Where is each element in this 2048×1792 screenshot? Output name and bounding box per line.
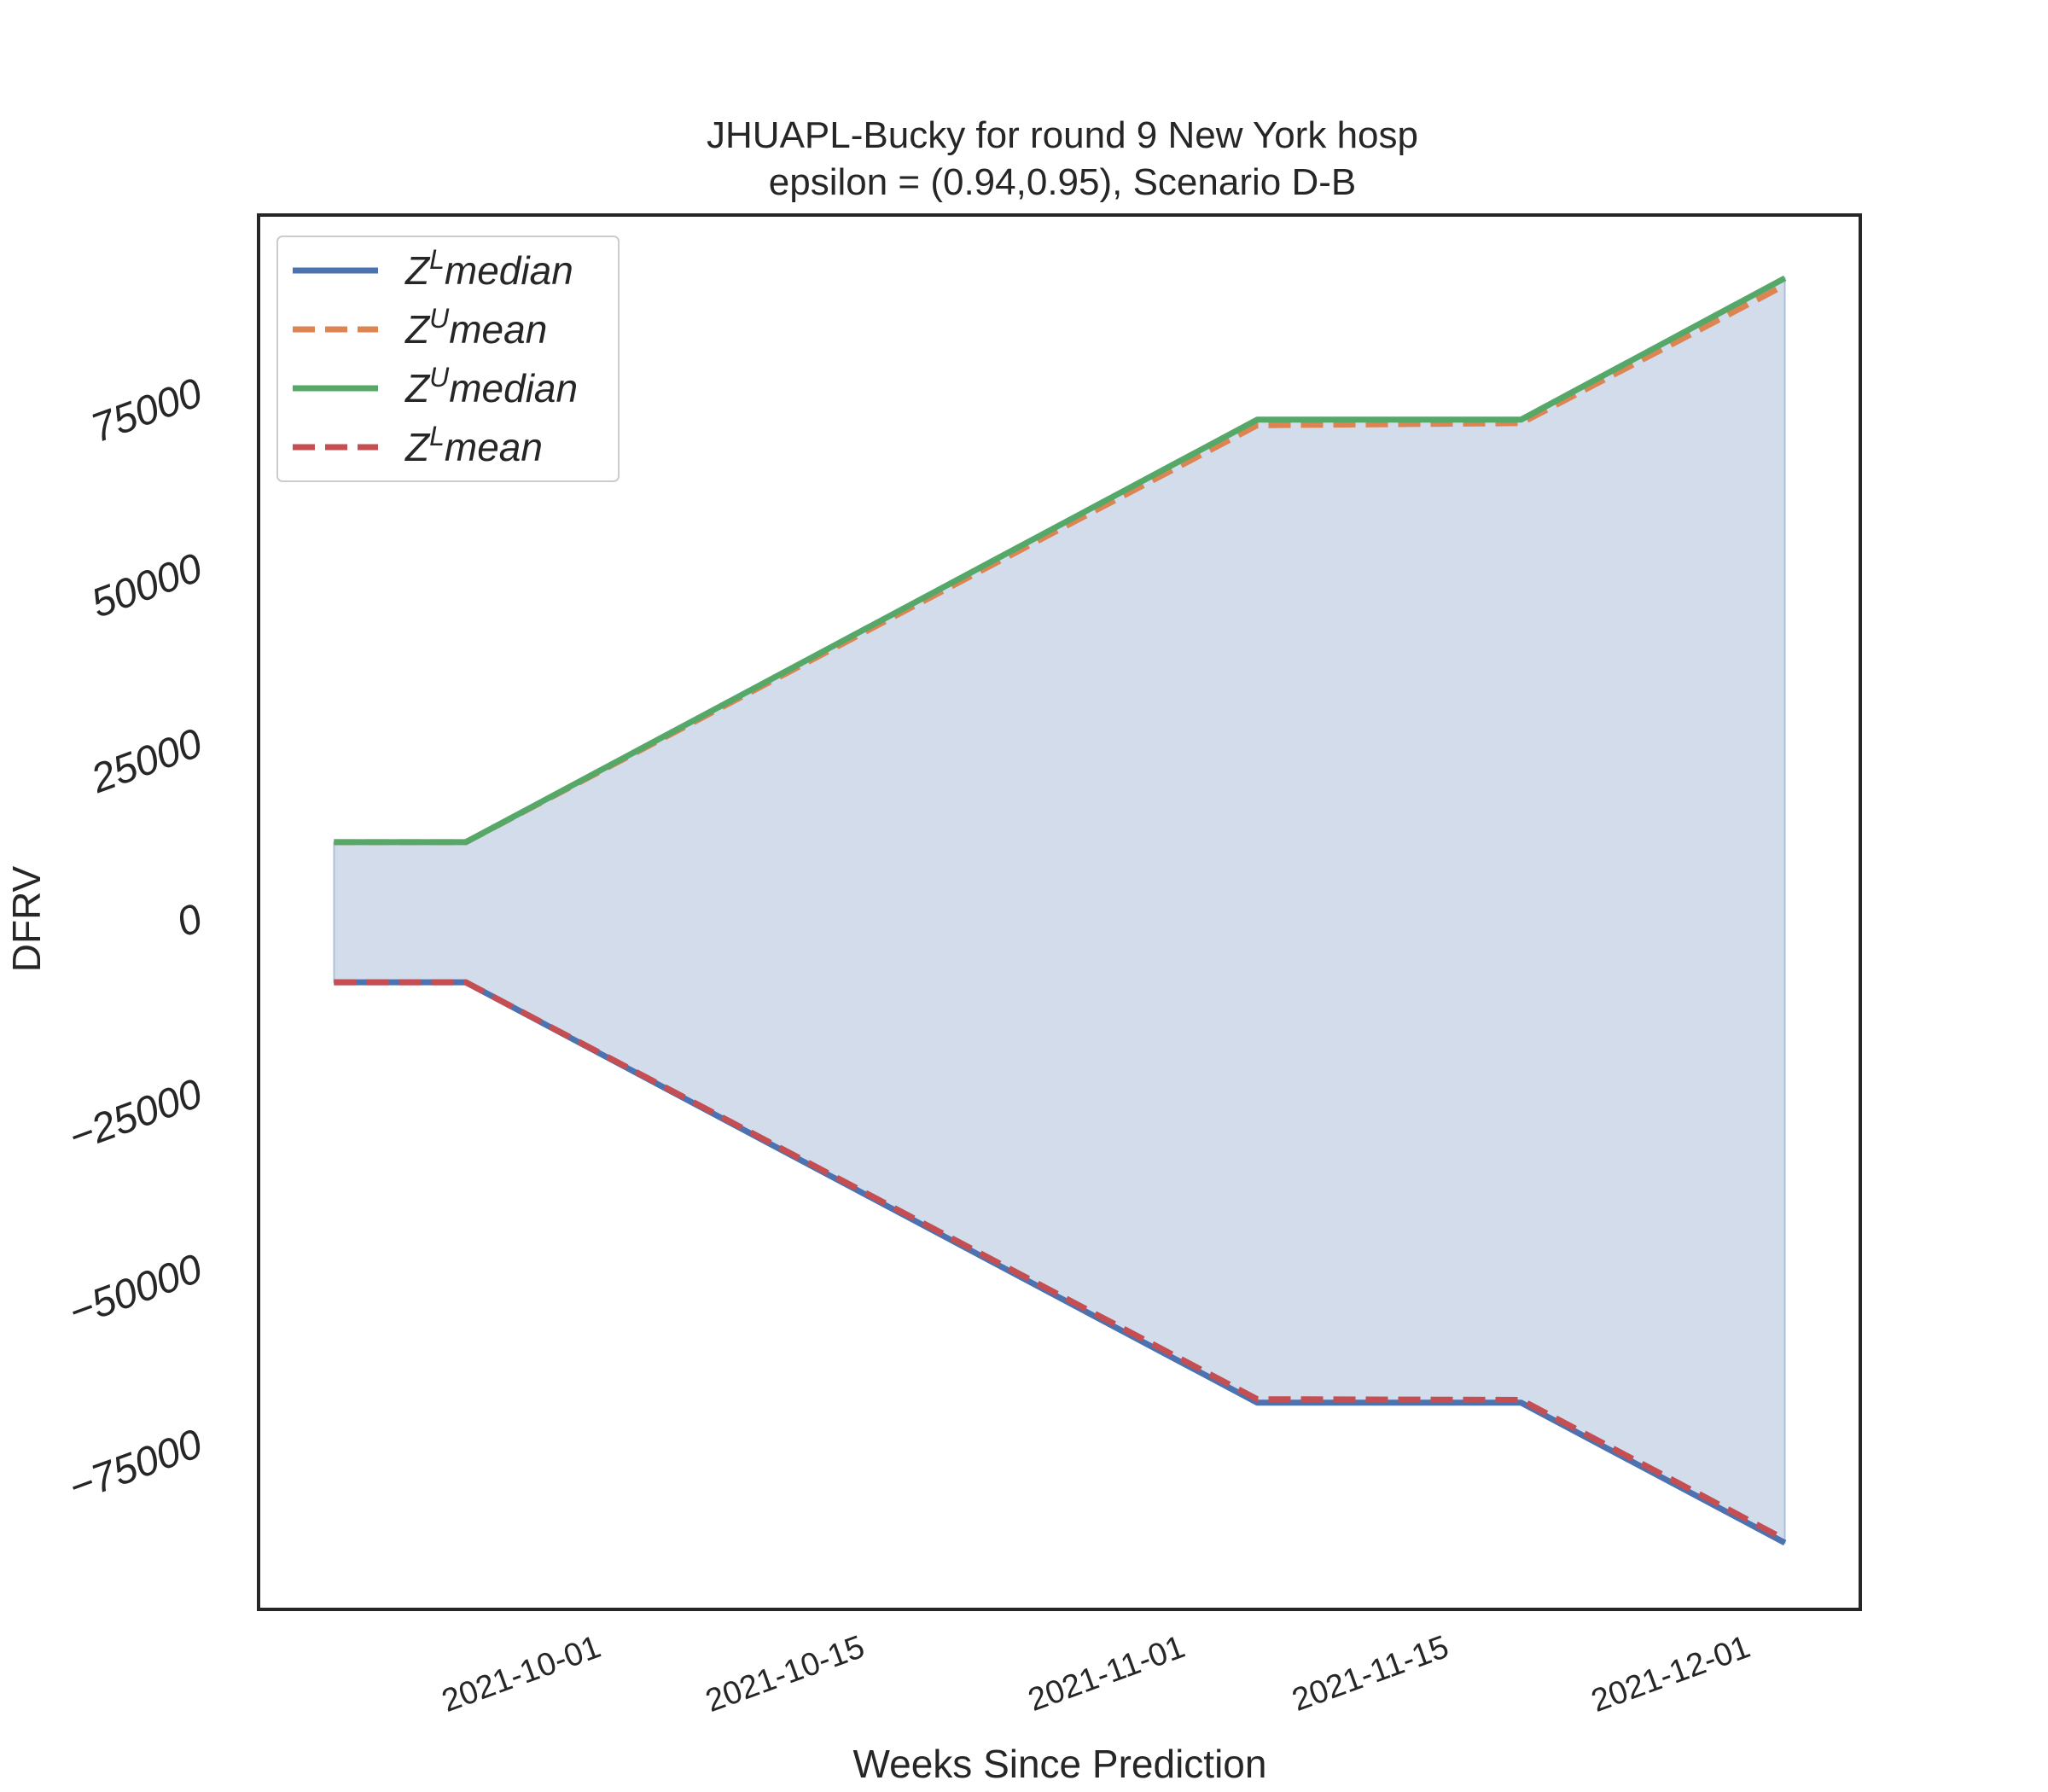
series-line-3 bbox=[334, 979, 1787, 1542]
y-tick-label: −75000 bbox=[63, 1421, 208, 1510]
y-axis-ticks: 75000 50000 25000 0 −25000 −50000 −75000 bbox=[63, 370, 208, 1511]
legend: ZLmedian ZUmean ZUmedian ZLmean bbox=[276, 236, 620, 482]
plot-area bbox=[333, 275, 1787, 1546]
x-tick-label: 2021-11-01 bbox=[1024, 1629, 1190, 1719]
x-axis-label: Weeks Since Prediction bbox=[853, 1742, 1267, 1786]
y-axis-label: DFRV bbox=[4, 865, 49, 972]
series-line-2 bbox=[334, 275, 1787, 846]
legend-frame bbox=[276, 236, 620, 482]
x-tick-label: 2021-11-15 bbox=[1288, 1629, 1453, 1719]
plot-frame bbox=[257, 213, 1862, 1611]
legend-label: ZUmean bbox=[404, 303, 547, 352]
series-line-1 bbox=[334, 282, 1787, 846]
x-tick-label: 2021-12-01 bbox=[1586, 1629, 1754, 1719]
y-tick-label: 0 bbox=[172, 896, 208, 946]
y-tick-label: 50000 bbox=[85, 545, 208, 627]
y-tick-label: 25000 bbox=[84, 720, 208, 802]
x-tick-label: 2021-10-01 bbox=[437, 1629, 605, 1719]
chart-title-line2: epsilon = (0.94,0.95), Scenario D-B bbox=[769, 161, 1357, 203]
y-tick-label: −50000 bbox=[63, 1246, 208, 1335]
x-axis-ticks: 2021-10-01 2021-10-15 2021-11-01 2021-11-15… bbox=[437, 1629, 1754, 1719]
legend-label: ZUmedian bbox=[404, 362, 578, 410]
series-line-0 bbox=[334, 979, 1787, 1546]
legend-label: ZLmedian bbox=[404, 244, 573, 293]
y-tick-label: −25000 bbox=[63, 1071, 208, 1161]
chart-title-line1: JHUAPL-Bucky for round 9 New York hosp bbox=[707, 114, 1418, 156]
legend-label: ZLmean bbox=[404, 421, 543, 469]
y-tick-label: 75000 bbox=[85, 370, 208, 452]
x-tick-label: 2021-10-15 bbox=[701, 1629, 870, 1719]
